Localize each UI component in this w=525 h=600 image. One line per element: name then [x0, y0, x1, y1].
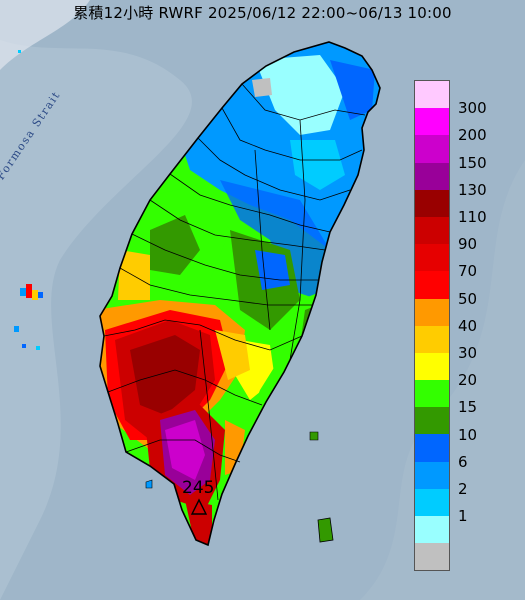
penghu-islands: [14, 284, 43, 350]
legend-label: 50: [458, 289, 478, 308]
county-boundaries: [103, 83, 366, 501]
legend-swatch: [415, 325, 449, 353]
cloud-patch: [0, 0, 90, 70]
legend-swatch: [415, 461, 449, 489]
legend-label: 40: [458, 316, 478, 335]
legend-swatch: [415, 135, 449, 163]
offshore-islands: [14, 50, 355, 543]
color-legend: [414, 80, 450, 572]
legend-swatch: [415, 189, 449, 217]
legend-label: 90: [458, 235, 478, 254]
legend-swatch: [415, 162, 449, 190]
legend-label: 150: [458, 153, 487, 172]
legend-swatch: [415, 407, 449, 435]
legend-label: 15: [458, 398, 478, 417]
legend-label: 110: [458, 208, 487, 226]
legend-label: 130: [458, 180, 487, 199]
legend-label: 2: [458, 480, 468, 498]
map-title: 累積12小時 RWRF 2025/06/12 22:00~06/13 10:00: [73, 4, 452, 22]
legend-swatch: [415, 516, 449, 544]
legend-swatch: [415, 380, 449, 408]
legend-swatch: [415, 352, 449, 381]
legend-swatch: [415, 543, 449, 571]
legend-swatch: [415, 271, 449, 299]
legend-swatch: [415, 81, 449, 109]
legend-swatch: [415, 488, 449, 516]
legend-swatch: [415, 244, 449, 272]
legend-swatch: [415, 298, 449, 326]
legend-label: 70: [458, 262, 478, 281]
legend-label: 20: [458, 371, 478, 390]
legend-label: 200: [458, 126, 487, 145]
legend-label: 1: [458, 507, 468, 526]
peak-value-label: 245: [182, 478, 215, 498]
triangle-marker-icon: [190, 498, 208, 515]
legend-swatch: [415, 216, 449, 245]
legend-label: 300: [458, 99, 487, 118]
legend-label: 30: [458, 344, 478, 362]
legend-label: 6: [458, 452, 468, 471]
legend-swatch: [415, 434, 449, 462]
sea-texture-east: [360, 160, 525, 600]
legend-swatch: [415, 108, 449, 136]
legend-label: 10: [458, 425, 478, 444]
sea-texture: [0, 40, 192, 600]
